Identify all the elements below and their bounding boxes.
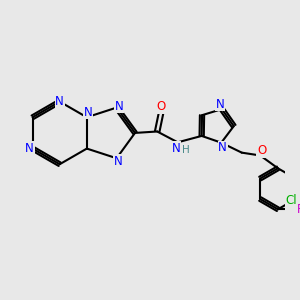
Text: F: F	[297, 203, 300, 216]
Text: N: N	[216, 98, 225, 111]
Text: N: N	[115, 100, 124, 113]
Text: N: N	[84, 106, 93, 118]
Text: O: O	[257, 144, 266, 157]
Text: N: N	[55, 94, 64, 107]
Text: N: N	[218, 141, 227, 154]
Text: N: N	[172, 142, 181, 154]
Text: Cl: Cl	[286, 194, 297, 207]
Text: H: H	[182, 145, 189, 155]
Text: O: O	[157, 100, 166, 113]
Text: N: N	[26, 142, 34, 155]
Text: N: N	[114, 154, 122, 168]
